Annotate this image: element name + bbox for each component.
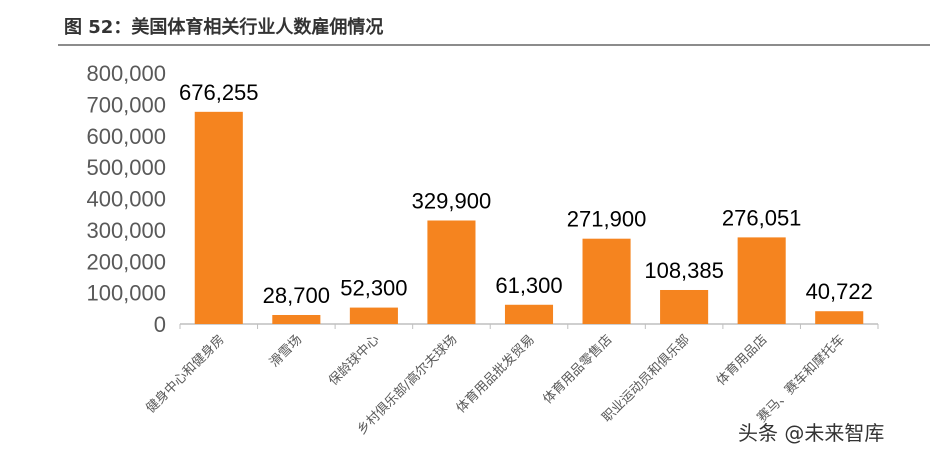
x-category-label: 体育用品店 bbox=[713, 332, 770, 389]
x-category-label: 健身中心和健身房 bbox=[143, 332, 228, 417]
x-category-label: 体育用品零售店 bbox=[540, 332, 616, 408]
bar-value-label: 329,900 bbox=[412, 188, 492, 213]
y-tick-label: 100,000 bbox=[86, 281, 166, 306]
y-tick-label: 800,000 bbox=[86, 61, 166, 86]
bar bbox=[815, 311, 864, 324]
bar-value-label: 28,700 bbox=[263, 283, 330, 308]
bar bbox=[427, 220, 476, 324]
x-category-label: 保龄球中心 bbox=[326, 332, 383, 389]
bar bbox=[194, 111, 243, 324]
y-tick-label: 200,000 bbox=[86, 249, 166, 274]
bar bbox=[660, 289, 709, 324]
x-category-label: 职业运动员和俱乐部 bbox=[600, 332, 693, 425]
y-tick-label: 400,000 bbox=[86, 187, 166, 212]
bar bbox=[504, 304, 554, 324]
bar bbox=[582, 238, 631, 324]
y-tick-label: 300,000 bbox=[86, 218, 166, 243]
bar-value-label: 271,900 bbox=[567, 207, 647, 232]
bar-value-label: 61,300 bbox=[495, 273, 562, 298]
title-divider bbox=[58, 44, 930, 46]
bar-value-label: 40,722 bbox=[806, 279, 873, 304]
data-labels: 676,255 28,700 52,300 329,900 61,300 271,900 1… bbox=[179, 80, 873, 308]
bar bbox=[349, 307, 398, 324]
watermark: 头条 @未来智库 bbox=[738, 421, 885, 445]
x-category-label: 体育用品批发贸易 bbox=[453, 332, 538, 417]
bar-value-label: 676,255 bbox=[179, 80, 259, 105]
x-category-label: 滑雪场 bbox=[267, 332, 305, 370]
bars bbox=[194, 111, 864, 324]
figure-title: 图 52：美国体育相关行业人数雇佣情况 bbox=[64, 17, 384, 38]
y-tick-label: 0 bbox=[154, 312, 166, 337]
bar bbox=[737, 237, 786, 324]
bar bbox=[272, 314, 321, 324]
y-axis-ticks: 0 100,000 200,000 300,000 400,000 500,000 600,… bbox=[86, 61, 166, 337]
y-tick-label: 600,000 bbox=[86, 124, 166, 149]
y-tick-label: 700,000 bbox=[86, 92, 166, 117]
bar-value-label: 276,051 bbox=[722, 205, 802, 230]
bar-value-label: 52,300 bbox=[340, 276, 407, 301]
y-tick-label: 500,000 bbox=[86, 155, 166, 180]
x-category-label: 赛马、赛车和摩托车 bbox=[754, 332, 848, 426]
bar-value-label: 108,385 bbox=[644, 258, 724, 283]
